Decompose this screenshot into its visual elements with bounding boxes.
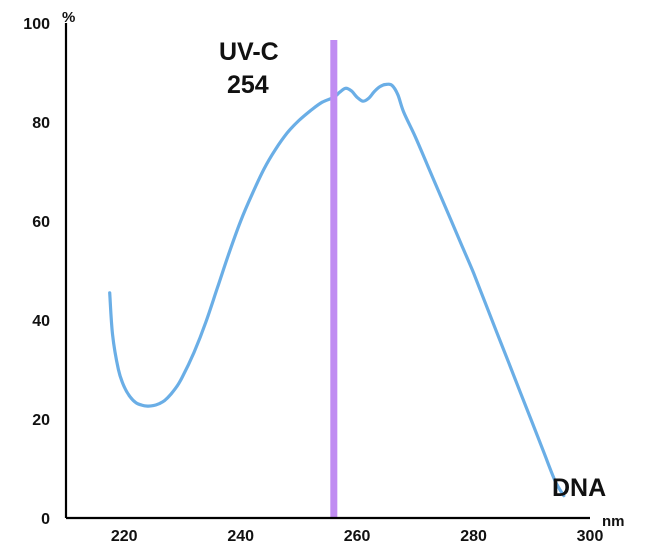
y-tick-label-20: 20	[32, 412, 50, 429]
y-tick-label-60: 60	[32, 214, 50, 231]
x-tick-label-240: 240	[227, 528, 254, 544]
series-label-dna: DNA	[552, 474, 606, 502]
x-axis-unit: nm	[602, 513, 625, 530]
y-tick-label-40: 40	[32, 313, 50, 330]
x-tick-label-260: 260	[344, 528, 371, 544]
x-tick-label-280: 280	[460, 528, 487, 544]
y-tick-label-100: 100	[23, 16, 50, 33]
uv-c-label: UV-C	[219, 38, 279, 66]
y-tick-label-80: 80	[32, 115, 50, 132]
y-tick-label-0: 0	[41, 511, 50, 528]
x-tick-label-300: 300	[577, 528, 604, 544]
uv-c-wavelength-label: 254	[227, 71, 269, 99]
y-axis-ticks: 0 20 40 60 80 100	[23, 16, 50, 528]
y-axis-unit: %	[62, 9, 75, 26]
x-tick-label-220: 220	[111, 528, 138, 544]
x-axis-ticks: 220 240 260 280 300	[111, 528, 604, 544]
